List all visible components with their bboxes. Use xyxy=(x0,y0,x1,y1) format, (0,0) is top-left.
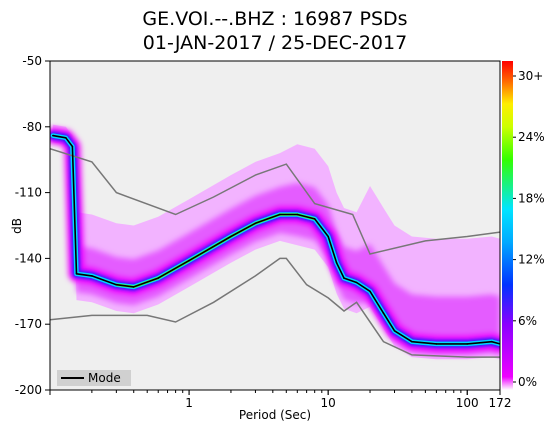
x-axis: 1 10 100 172 xyxy=(49,390,512,410)
colorbar-label-5: 30+ xyxy=(518,69,543,83)
mode-point-19 xyxy=(382,312,385,315)
y-axis-label: dB xyxy=(10,218,24,234)
legend-box xyxy=(57,370,131,386)
y-tick-label-4: -170 xyxy=(15,317,42,331)
colorbar-label-2: 12% xyxy=(518,253,545,267)
mode-point-2 xyxy=(71,145,74,148)
mode-point-10 xyxy=(254,222,257,225)
mode-point-18 xyxy=(369,290,371,293)
colorbar-ticks: 0% 6% 12% 18% 24% 30+ xyxy=(513,69,545,389)
mode-point-21 xyxy=(411,340,413,343)
x-tick-label-3: 172 xyxy=(489,396,512,410)
x-tick-label-1: 10 xyxy=(321,396,336,410)
mode-point-22 xyxy=(435,343,438,345)
x-tick-label-0: 1 xyxy=(185,396,193,410)
colorbar-label-3: 18% xyxy=(518,191,545,205)
mode-point-23 xyxy=(466,343,469,345)
mode-point-12 xyxy=(296,213,299,216)
mode-point-7 xyxy=(157,277,159,279)
mode-line xyxy=(52,134,500,345)
x-tick-label-2: 100 xyxy=(456,396,479,410)
colorbar-label-1: 6% xyxy=(518,314,537,328)
psd-cloud-mid xyxy=(52,130,500,355)
mode-point-20 xyxy=(393,330,396,332)
mode-point-24 xyxy=(490,340,493,343)
chart-title-line2: 01-JAN-2017 / 25-DEC-2017 xyxy=(143,32,407,54)
mode-point-5 xyxy=(115,283,118,286)
colorbar-label-0: 0% xyxy=(518,375,537,389)
colorbar-gradient xyxy=(502,61,513,390)
colorbar-label-4: 24% xyxy=(518,130,545,144)
y-axis: -50 -80 -110 -140 -170 -200 xyxy=(15,54,50,397)
mode-point-15 xyxy=(335,262,338,264)
y-tick-label-0: -50 xyxy=(22,54,42,68)
mode-point-17 xyxy=(355,281,358,284)
mode-point-3 xyxy=(75,273,78,275)
nlnm-line xyxy=(50,257,500,358)
plot-frame xyxy=(49,60,501,391)
series-layer xyxy=(50,134,500,358)
mode-point-9 xyxy=(230,235,232,238)
mode-point-1 xyxy=(65,137,67,139)
mode-point-8 xyxy=(188,259,190,262)
mode-point-6 xyxy=(132,286,135,288)
colorbar: 0% 6% 12% 18% 24% 30+ xyxy=(502,61,545,390)
y-tick-label-3: -140 xyxy=(15,251,42,265)
mode-point-0 xyxy=(52,134,54,137)
y-tick-label-5: -200 xyxy=(15,383,42,397)
legend-mode-label: Mode xyxy=(88,371,121,385)
x-axis-label: Period (Sec) xyxy=(239,408,311,422)
chart-title-line1: GE.VOI.--.BHZ : 16987 PSDs xyxy=(142,8,407,30)
mode-point-11 xyxy=(279,213,281,216)
mode-point-13 xyxy=(313,218,316,220)
nhnm-line xyxy=(50,147,500,255)
y-tick-label-2: -110 xyxy=(15,186,42,200)
mode-point-14 xyxy=(327,235,330,238)
mode-point-4 xyxy=(91,275,93,277)
mode-point-16 xyxy=(343,277,345,279)
legend: Mode xyxy=(57,370,131,386)
y-tick-label-1: -80 xyxy=(22,120,42,134)
